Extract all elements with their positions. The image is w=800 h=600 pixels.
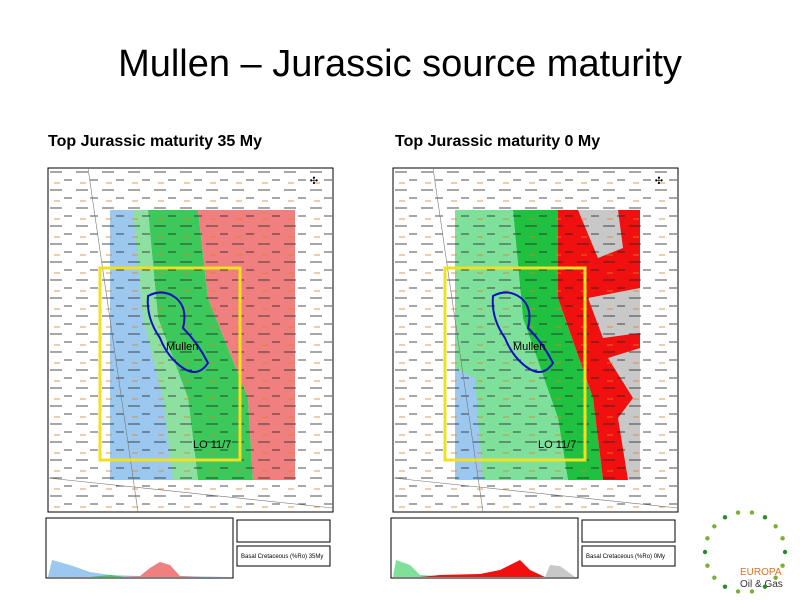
panel-heading: Top Jurassic maturity 35 My (48, 133, 262, 150)
map: Mullen LO 11/7 ✣ (392, 167, 679, 513)
logo-dot (773, 575, 778, 580)
logo-dot (762, 515, 768, 520)
slide-title: Mullen – Jurassic source maturity (118, 43, 682, 85)
legend-text: Basal Cretaceous (%Ro) 35My (241, 554, 323, 560)
logo-dot (780, 536, 785, 541)
svg-text:✣: ✣ (310, 176, 318, 187)
logo-dot (705, 536, 710, 541)
logo-dot (735, 510, 741, 515)
legend-text: Basal Cretaceous (%Ro) 0My (586, 554, 665, 560)
logo-dot (762, 584, 768, 589)
logo-dot (712, 575, 717, 580)
logo: EUROPA Oil & Gas (702, 510, 788, 594)
logo-dot (749, 589, 755, 594)
logo-dot (782, 549, 788, 555)
map-label: Mullen (513, 341, 545, 353)
logo-dot (749, 510, 755, 515)
logo-dot (722, 515, 728, 520)
logo-dot (780, 563, 785, 568)
legend-box (581, 545, 676, 567)
histogram (390, 517, 579, 579)
panel-heading: Top Jurassic maturity 0 My (395, 133, 600, 150)
logo-dot (702, 549, 708, 555)
map: Mullen LO 11/7 ✣ (47, 167, 334, 513)
licence-label: LO 11/7 (538, 439, 576, 451)
logo-dot (773, 524, 778, 529)
logo-dot (712, 524, 717, 529)
logo-dot (735, 589, 741, 594)
legend-box (236, 545, 331, 567)
map-label: Mullen (166, 341, 198, 353)
logo-dot (705, 563, 710, 568)
logo-tagline: Oil & Gas (740, 579, 783, 590)
histogram (45, 517, 234, 579)
svg-text:✣: ✣ (655, 176, 663, 187)
scale-box (581, 519, 676, 543)
licence-label: LO 11/7 (193, 439, 231, 451)
logo-name: EUROPA (740, 567, 782, 578)
scale-box (236, 519, 331, 543)
logo-dot (722, 584, 728, 589)
